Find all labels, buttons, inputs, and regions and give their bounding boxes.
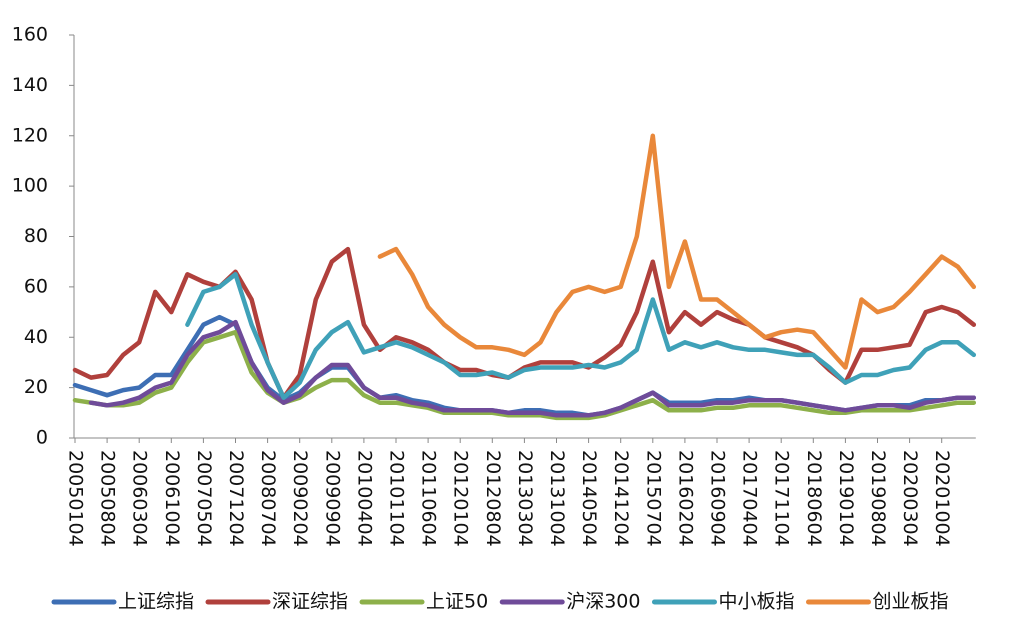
legend-item: 沪深300: [499, 591, 640, 613]
legend-item: 上证50: [359, 591, 488, 613]
legend-label: 中小板指: [718, 591, 794, 613]
y-tick-label: 20: [24, 376, 48, 398]
legend-item: 创业板指: [806, 591, 949, 613]
x-tick-label: 20120104: [450, 450, 472, 547]
x-tick-label: 20160904: [707, 450, 729, 547]
y-tick-label: 60: [24, 275, 48, 297]
y-tick-label: 120: [12, 124, 48, 146]
y-tick-label: 140: [12, 74, 48, 96]
legend-item: 上证综指: [51, 591, 194, 613]
legend-label: 沪深300: [566, 591, 640, 613]
y-tick-label: 0: [36, 427, 48, 449]
x-tick-label: 20190804: [867, 450, 889, 547]
x-tick-label: 20090904: [321, 450, 343, 547]
legend-item: 中小板指: [651, 591, 795, 613]
series-line: [185, 272, 977, 400]
legend-label: 创业板指: [873, 591, 949, 613]
x-tick-label: 20061004: [161, 450, 183, 547]
y-tick-label: 40: [24, 326, 48, 348]
legend-label: 上证50: [426, 591, 488, 613]
series-line: [377, 133, 977, 370]
x-tick-label: 20141204: [610, 450, 632, 547]
x-tick-label: 20170404: [739, 450, 761, 547]
x-tick-label: 20070504: [193, 450, 215, 547]
legend-item: 深证综指: [205, 591, 348, 613]
x-tick-label: 20171104: [771, 450, 793, 547]
x-tick-label: 20180604: [803, 450, 825, 547]
x-tick-label: 20130304: [514, 450, 536, 547]
legend-label: 上证综指: [118, 591, 194, 613]
x-tick-label: 20150704: [642, 450, 664, 547]
x-tick-label: 20080704: [257, 450, 279, 547]
x-tick-label: 20090204: [289, 450, 311, 547]
y-tick-label: 100: [12, 175, 48, 197]
x-tick-label: 20071204: [225, 450, 247, 547]
legend-label: 深证综指: [272, 591, 348, 613]
x-tick-label: 20200304: [899, 450, 921, 547]
x-tick-label: 20100404: [353, 450, 375, 547]
x-tick-label: 20060304: [129, 450, 151, 547]
x-tick-label: 20131004: [546, 450, 568, 547]
x-tick-label: 20140504: [578, 450, 600, 547]
y-tick-label: 80: [24, 225, 48, 247]
x-tick-label: 20110604: [418, 450, 440, 547]
x-tick-label: 20050104: [65, 450, 87, 547]
x-tick-label: 20201004: [931, 450, 953, 547]
x-tick-label: 20050804: [97, 450, 119, 547]
series-line: [72, 329, 977, 421]
y-tick-label: 160: [12, 24, 48, 46]
series-line: [88, 319, 977, 418]
x-tick-label: 20120804: [482, 450, 504, 547]
x-tick-label: 20190104: [835, 450, 857, 547]
x-tick-label: 20160204: [674, 450, 696, 547]
x-tick-label: 20101104: [386, 450, 408, 547]
